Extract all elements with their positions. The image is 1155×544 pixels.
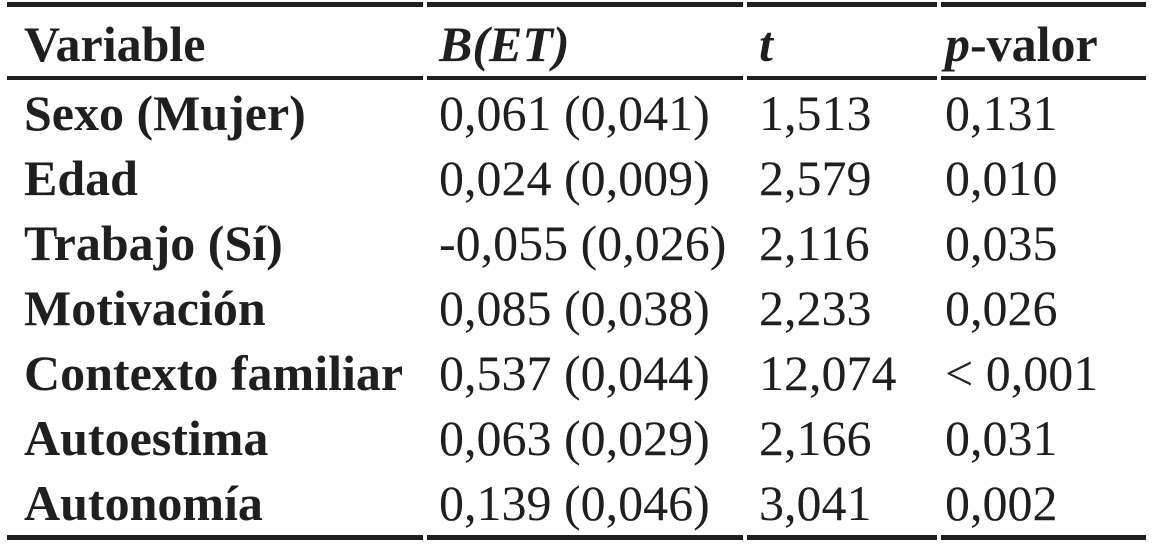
variable-cell: Autonomía xyxy=(7,470,423,540)
p-label-rest: -valor xyxy=(970,16,1098,72)
p-valor-cell: < 0,001 xyxy=(945,344,1099,401)
p-valor-cell: 0,131 xyxy=(945,84,1058,141)
b-et-cell: 0,061 (0,041) xyxy=(439,84,710,141)
t-label: t xyxy=(759,16,773,72)
column-header-t: t xyxy=(747,2,937,80)
column-header-p-valor: p-valor xyxy=(941,2,1146,80)
table-row: Sexo (Mujer) 0,061 (0,041) 1,513 0,131 xyxy=(7,80,1146,145)
t-cell: 1,513 xyxy=(759,84,872,141)
table-row: Edad 0,024 (0,009) 2,579 0,010 xyxy=(7,145,1146,210)
b-et-cell: 0,139 (0,046) xyxy=(427,470,743,540)
table-row: Trabajo (Sí) -0,055 (0,026) 2,116 0,035 xyxy=(7,210,1146,275)
column-header-b-et: B(ET) xyxy=(427,2,743,80)
t-cell: 2,233 xyxy=(759,279,872,336)
b-et-cell: 0,063 (0,029) xyxy=(439,409,710,466)
b-et-cell: 0,024 (0,009) xyxy=(439,149,710,206)
variable-cell: Contexto familiar xyxy=(24,344,404,401)
variable-cell: Autoestima xyxy=(24,409,269,466)
variable-cell: Trabajo (Sí) xyxy=(24,214,283,271)
table-row: Motivación 0,085 (0,038) 2,233 0,026 xyxy=(7,275,1146,340)
t-cell: 12,074 xyxy=(759,344,897,401)
p-valor-cell: 0,002 xyxy=(941,470,1146,540)
variable-cell: Motivación xyxy=(24,279,266,336)
b-et-cell: 0,537 (0,044) xyxy=(439,344,710,401)
p-valor-cell: 0,010 xyxy=(945,149,1058,206)
p-valor-cell: 0,026 xyxy=(945,279,1058,336)
regression-results-table: Variable B(ET) t p-valor Sexo (Mujer) 0,… xyxy=(3,2,1150,540)
b-et-label: B(ET) xyxy=(439,16,570,72)
table-row: Autonomía 0,139 (0,046) 3,041 0,002 xyxy=(7,470,1146,540)
t-cell: 3,041 xyxy=(747,470,937,540)
p-valor-cell: 0,031 xyxy=(945,409,1058,466)
table-header-row: Variable B(ET) t p-valor xyxy=(7,2,1146,80)
table-row: Contexto familiar 0,537 (0,044) 12,074 <… xyxy=(7,340,1146,405)
b-et-cell: 0,085 (0,038) xyxy=(439,279,710,336)
t-cell: 2,579 xyxy=(759,149,872,206)
b-et-cell: -0,055 (0,026) xyxy=(439,214,727,271)
table-row: Autoestima 0,063 (0,029) 2,166 0,031 xyxy=(7,405,1146,470)
p-label-italic: p xyxy=(945,16,970,72)
p-valor-cell: 0,035 xyxy=(945,214,1058,271)
variable-cell: Edad xyxy=(24,149,138,206)
variable-cell: Sexo (Mujer) xyxy=(24,84,306,141)
t-cell: 2,166 xyxy=(759,409,872,466)
t-cell: 2,116 xyxy=(759,214,870,271)
column-header-variable: Variable xyxy=(7,2,423,80)
